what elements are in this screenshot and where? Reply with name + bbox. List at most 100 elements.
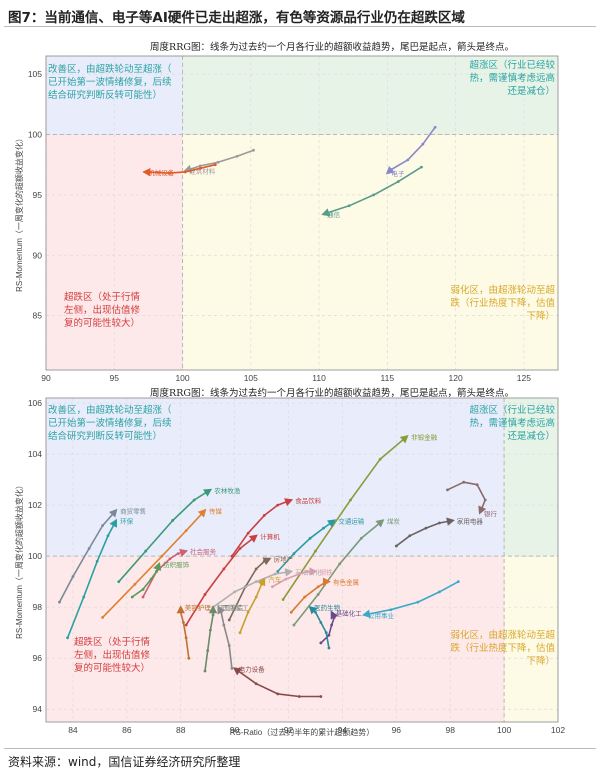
series-point: [149, 577, 153, 581]
series-钢铁: 钢铁: [270, 567, 333, 589]
series-arrow-head: [284, 568, 294, 577]
series-point: [117, 580, 121, 584]
series-arrow-head: [176, 605, 185, 614]
series-arrow-head: [321, 208, 331, 217]
series-label: 家用电器: [457, 516, 484, 525]
series-label: 传媒: [209, 506, 223, 515]
series-point: [324, 631, 328, 635]
series-point: [203, 669, 207, 673]
series-电力设备: 电力设备: [233, 664, 323, 698]
series-电子: 电子: [385, 125, 437, 178]
series-arrow-head: [362, 609, 371, 618]
series-arrow-head: [233, 667, 242, 676]
series-arrow-head: [197, 508, 207, 518]
y-tick-label: 100: [28, 130, 42, 140]
series-point: [378, 457, 382, 461]
series-point: [206, 649, 210, 652]
x-tick-label: 100: [497, 725, 511, 735]
series-point: [254, 580, 258, 584]
series-point: [408, 534, 412, 538]
y-tick-label: 85: [33, 311, 43, 321]
x-tick-label: 98: [445, 725, 455, 735]
series-point: [254, 595, 258, 599]
y-tick-label: 96: [33, 653, 43, 663]
series-环保: 环保: [66, 516, 134, 640]
series-公用事业: 公用事业: [362, 580, 460, 620]
series-label: 交通运输: [338, 516, 365, 525]
quadrant-label-line: 热，需谨慎考虑远高: [469, 417, 555, 429]
y-tick-label: 104: [28, 449, 42, 459]
plot-frame: [45, 55, 559, 371]
chart-title: 周度RRG图：线条为过去约一个月各行业的超额收益趋势，尾巴是起点，箭头是终点。: [150, 41, 514, 53]
x-tick-label: 86: [122, 725, 132, 735]
quadrant-lagging: [46, 556, 505, 722]
y-tick-label: 100: [28, 551, 42, 561]
rrg-chart-2: 84 86 88 90 92 94 96 98 100 102 94 96 98 100 102 104 106…: [14, 387, 565, 737]
series-商贸零售: 商贸零售: [58, 506, 146, 604]
series-医药生物: 医药生物: [308, 603, 341, 650]
series-point: [106, 534, 110, 538]
quadrant-improving: [46, 398, 505, 557]
series-point: [416, 600, 420, 604]
series-point: [297, 572, 301, 576]
series-point: [222, 567, 226, 571]
plot-frame: [45, 397, 559, 723]
series-传媒: 传媒: [101, 506, 222, 619]
series-arrow-head: [399, 434, 409, 444]
series-point: [198, 166, 202, 170]
chart-title: 周度RRG图：线条为过去约一个月各行业的超额收益趋势，尾巴是起点，箭头是终点。: [150, 387, 514, 399]
series-point: [233, 590, 237, 594]
series-point: [349, 498, 352, 502]
quadrant-label-line: 结合研究判断反转可能性）: [48, 89, 162, 101]
series-point: [198, 164, 202, 168]
series-point: [130, 595, 134, 599]
quadrant-label-line: 弱化区，由超涨轮动至超: [450, 284, 555, 296]
series-label: 公用事业: [368, 611, 395, 620]
quadrant-label-line: 超跌区（处于行情: [74, 636, 151, 648]
series-arrow-head: [478, 505, 487, 515]
series-point: [254, 567, 258, 571]
series-arrow-head: [309, 567, 318, 576]
series-家用电器: 家用电器: [394, 516, 484, 548]
quadrant-leading: [504, 398, 558, 557]
x-tick-label: 92: [284, 725, 294, 735]
series-label: 商贸零售: [120, 506, 146, 515]
series-point: [167, 171, 171, 175]
figure-title: 图7：当前通信、电子等AI硬件已走出超涨，有色等资源品行业仍在超跌区域: [8, 10, 465, 26]
series-arrow-head: [446, 517, 455, 526]
series-point: [394, 544, 398, 548]
series-房地产: 房地产: [227, 555, 294, 622]
quadrant-label-line: 热，需谨慎考虑远高: [469, 72, 555, 84]
series-point: [292, 623, 296, 627]
series-arrow-head: [109, 518, 117, 528]
series-计算机: 计算机: [184, 532, 280, 627]
series-point: [211, 613, 215, 617]
series-label: 钢铁: [319, 567, 333, 576]
series-arrow-head: [108, 508, 118, 518]
quadrant-label-line: 还是减仓）: [507, 85, 555, 97]
source-divider: [4, 748, 596, 749]
series-交通运输: 交通运输: [276, 516, 365, 573]
series-point: [252, 148, 255, 152]
series-point: [144, 549, 148, 553]
series-point: [289, 610, 293, 614]
x-tick-label: 125: [517, 373, 531, 383]
series-point: [322, 526, 325, 530]
series-point: [184, 529, 188, 533]
series-point: [238, 631, 242, 635]
series-point: [238, 547, 242, 550]
series-arrow-head: [385, 166, 395, 175]
series-point: [421, 142, 425, 146]
series-point: [101, 616, 104, 619]
y-tick-label: 95: [33, 190, 43, 200]
rrg-charts: 90 95 100 105 110 115 120 125 85 90 95 100 105 RS-Mom…: [14, 41, 565, 737]
series-point: [95, 559, 99, 563]
quadrant-weakening: [504, 556, 558, 722]
series-point: [406, 158, 410, 162]
series-label: 美容护理: [185, 603, 212, 612]
quadrant-label-line: 跌（行业热度下降，估值: [450, 297, 555, 309]
series-point: [87, 547, 91, 550]
series-point: [372, 193, 376, 197]
series-label: 环保: [120, 516, 134, 525]
series-point: [438, 590, 441, 594]
